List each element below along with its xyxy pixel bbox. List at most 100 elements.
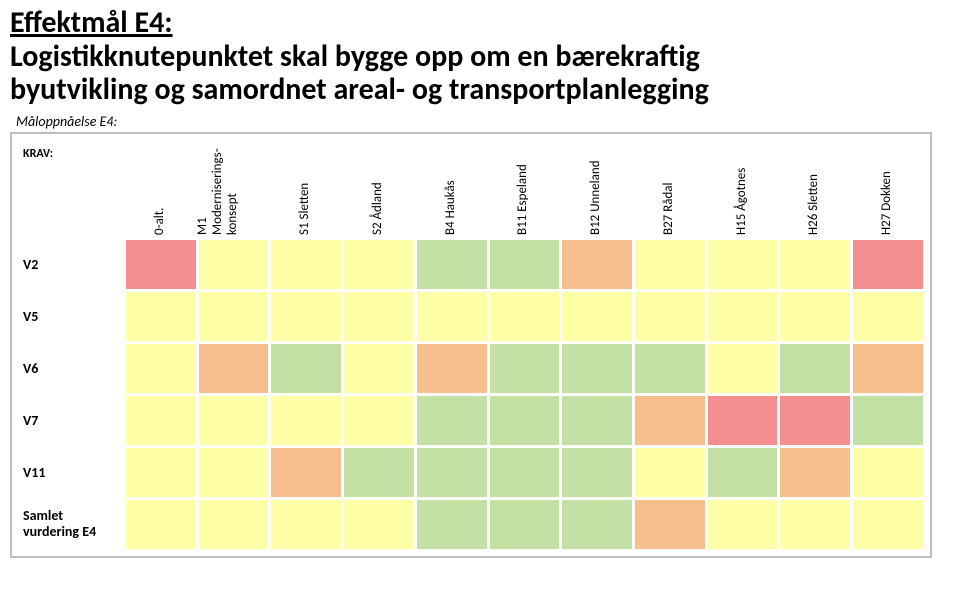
matrix-cell: [708, 396, 778, 445]
matrix-cell: [853, 448, 923, 497]
column-header: B4 Haukås: [417, 141, 487, 237]
matrix-cell: [417, 500, 487, 549]
matrix-cell: [562, 500, 632, 549]
row-label: V5: [19, 292, 123, 341]
column-header-label: 0-alt.: [152, 207, 167, 234]
matrix-cell: [635, 448, 705, 497]
matrix-cell: [780, 396, 850, 445]
matrix-cell: [126, 292, 196, 341]
matrix-cell: [853, 292, 923, 341]
matrix-cell: [344, 500, 414, 549]
column-header-label: B4 Haukås: [443, 180, 458, 235]
matrix-cell: [344, 240, 414, 289]
table-row: V11: [19, 448, 923, 497]
matrix-cell: [126, 500, 196, 549]
matrix-cell: [635, 292, 705, 341]
column-header-label: M1 Moderniserings- konsept: [194, 148, 239, 235]
column-header-label: S2 Ådland: [370, 182, 385, 235]
column-header: H27 Dokken: [853, 141, 923, 237]
matrix-cell: [126, 240, 196, 289]
matrix-cell: [126, 396, 196, 445]
subhead: Måloppnåelse E4:: [16, 113, 932, 130]
matrix-cell: [780, 500, 850, 549]
matrix-cell: [780, 344, 850, 393]
row-label: V7: [19, 396, 123, 445]
matrix-cell: [708, 500, 778, 549]
column-header-label: B27 Rådal: [661, 182, 676, 235]
matrix-cell: [199, 240, 269, 289]
matrix-cell: [271, 500, 341, 549]
matrix-cell: [199, 344, 269, 393]
krav-label: KRAV:: [19, 141, 123, 237]
matrix-cell: [199, 500, 269, 549]
column-header-label: B12 Unneland: [588, 160, 603, 235]
matrix-cell: [562, 344, 632, 393]
matrix-cell: [635, 240, 705, 289]
matrix-cell: [126, 344, 196, 393]
matrix-cell: [271, 344, 341, 393]
matrix-cell: [344, 448, 414, 497]
matrix-cell: [490, 240, 560, 289]
matrix-cell: [490, 344, 560, 393]
matrix-cell: [562, 240, 632, 289]
page-title: Effektmål E4: Logistikknutepunktet skal …: [10, 6, 932, 107]
matrix-cell: [490, 500, 560, 549]
matrix-cell: [199, 292, 269, 341]
column-header: H15 Ågotnes: [708, 141, 778, 237]
matrix-cell: [199, 448, 269, 497]
matrix-cell: [853, 240, 923, 289]
row-label: Samlet vurdering E4: [19, 500, 123, 549]
matrix-cell: [417, 240, 487, 289]
column-header-label: H26 Sletten: [806, 174, 821, 235]
matrix-cell: [344, 344, 414, 393]
matrix-cell: [780, 448, 850, 497]
table-row: V7: [19, 396, 923, 445]
matrix-cell: [708, 292, 778, 341]
column-header-label: B11 Espeland: [515, 164, 530, 235]
evaluation-matrix: KRAV: 0-alt. M1 Moderniserings- konsept S1…: [10, 132, 932, 558]
matrix-table: KRAV: 0-alt. M1 Moderniserings- konsept S1…: [16, 138, 926, 552]
title-body-line2: byutvikling og samordnet areal- og trans…: [10, 73, 932, 107]
column-header-label: H27 Dokken: [879, 171, 894, 235]
matrix-cell: [708, 448, 778, 497]
matrix-cell: [562, 396, 632, 445]
matrix-cell: [417, 396, 487, 445]
matrix-cell: [780, 292, 850, 341]
matrix-cell: [853, 500, 923, 549]
matrix-cell: [562, 448, 632, 497]
column-header: B11 Espeland: [490, 141, 560, 237]
matrix-cell: [635, 344, 705, 393]
column-header: M1 Moderniserings- konsept: [199, 141, 269, 237]
matrix-cell: [417, 292, 487, 341]
matrix-cell: [780, 240, 850, 289]
column-header: H26 Sletten: [780, 141, 850, 237]
matrix-cell: [708, 240, 778, 289]
matrix-cell: [126, 448, 196, 497]
matrix-cell: [853, 396, 923, 445]
matrix-cell: [271, 240, 341, 289]
matrix-cell: [417, 448, 487, 497]
matrix-cell: [490, 396, 560, 445]
matrix-cell: [417, 344, 487, 393]
column-header: S2 Ådland: [344, 141, 414, 237]
matrix-cell: [271, 448, 341, 497]
column-header: B12 Unneland: [562, 141, 632, 237]
table-row: V2: [19, 240, 923, 289]
table-row: Samlet vurdering E4: [19, 500, 923, 549]
title-label: Effektmål E4:: [10, 4, 173, 41]
column-header-label: S1 Sletten: [297, 183, 312, 235]
column-header: 0-alt.: [126, 141, 196, 237]
matrix-cell: [490, 448, 560, 497]
row-label: V2: [19, 240, 123, 289]
matrix-cell: [344, 292, 414, 341]
column-header-label: H15 Ågotnes: [733, 167, 748, 234]
title-body-line1: Logistikknutepunktet skal bygge opp om e…: [10, 40, 932, 74]
matrix-cell: [635, 396, 705, 445]
table-row: V5: [19, 292, 923, 341]
matrix-cell: [635, 500, 705, 549]
row-label: V6: [19, 344, 123, 393]
column-header: S1 Sletten: [271, 141, 341, 237]
table-row: V6: [19, 344, 923, 393]
matrix-cell: [490, 292, 560, 341]
row-label: V11: [19, 448, 123, 497]
